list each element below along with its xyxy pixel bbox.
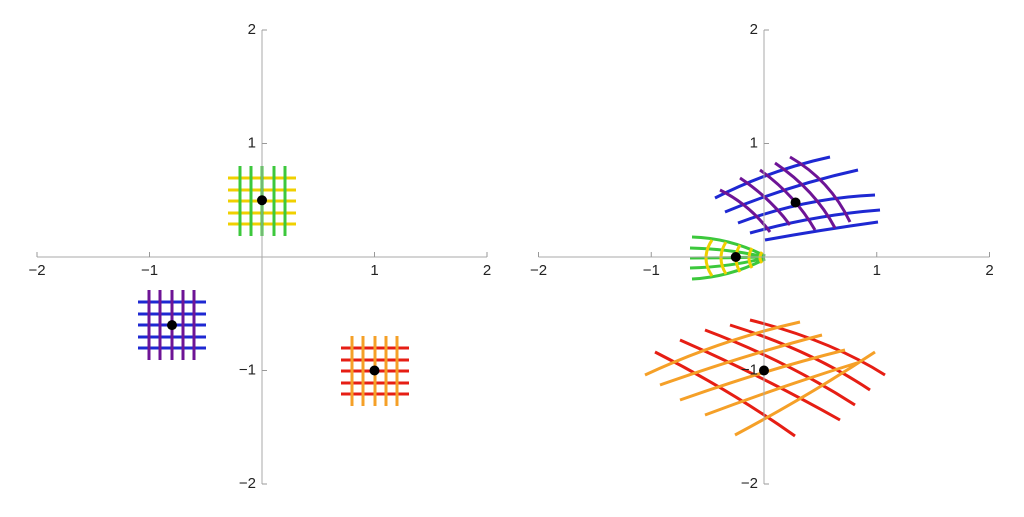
y-tick-label: 2 [750, 21, 758, 38]
x-tick-label: −1 [643, 262, 660, 279]
y-tick-label: 1 [750, 134, 758, 151]
point [759, 365, 769, 376]
point [167, 320, 177, 331]
point [790, 197, 801, 208]
y-tick-label: −1 [239, 361, 256, 378]
y-tick-label: 1 [248, 134, 256, 151]
grid-curves [138, 155, 886, 438]
point [257, 195, 267, 206]
x-tick-label: 1 [873, 262, 881, 279]
x-tick-label: −1 [141, 262, 158, 279]
y-tick-label: −2 [741, 475, 758, 492]
x-tick-label: −2 [530, 262, 547, 279]
y-tick-label: −1 [741, 361, 758, 378]
x-tick-label: 2 [985, 262, 993, 279]
x-tick-label: −2 [28, 262, 45, 279]
x-tick-label: 2 [483, 262, 491, 279]
y-tick-label: −2 [239, 475, 256, 492]
point [369, 365, 380, 376]
y-tick-label: 2 [248, 21, 256, 38]
x-tick-label: 1 [370, 262, 378, 279]
point [730, 252, 741, 262]
